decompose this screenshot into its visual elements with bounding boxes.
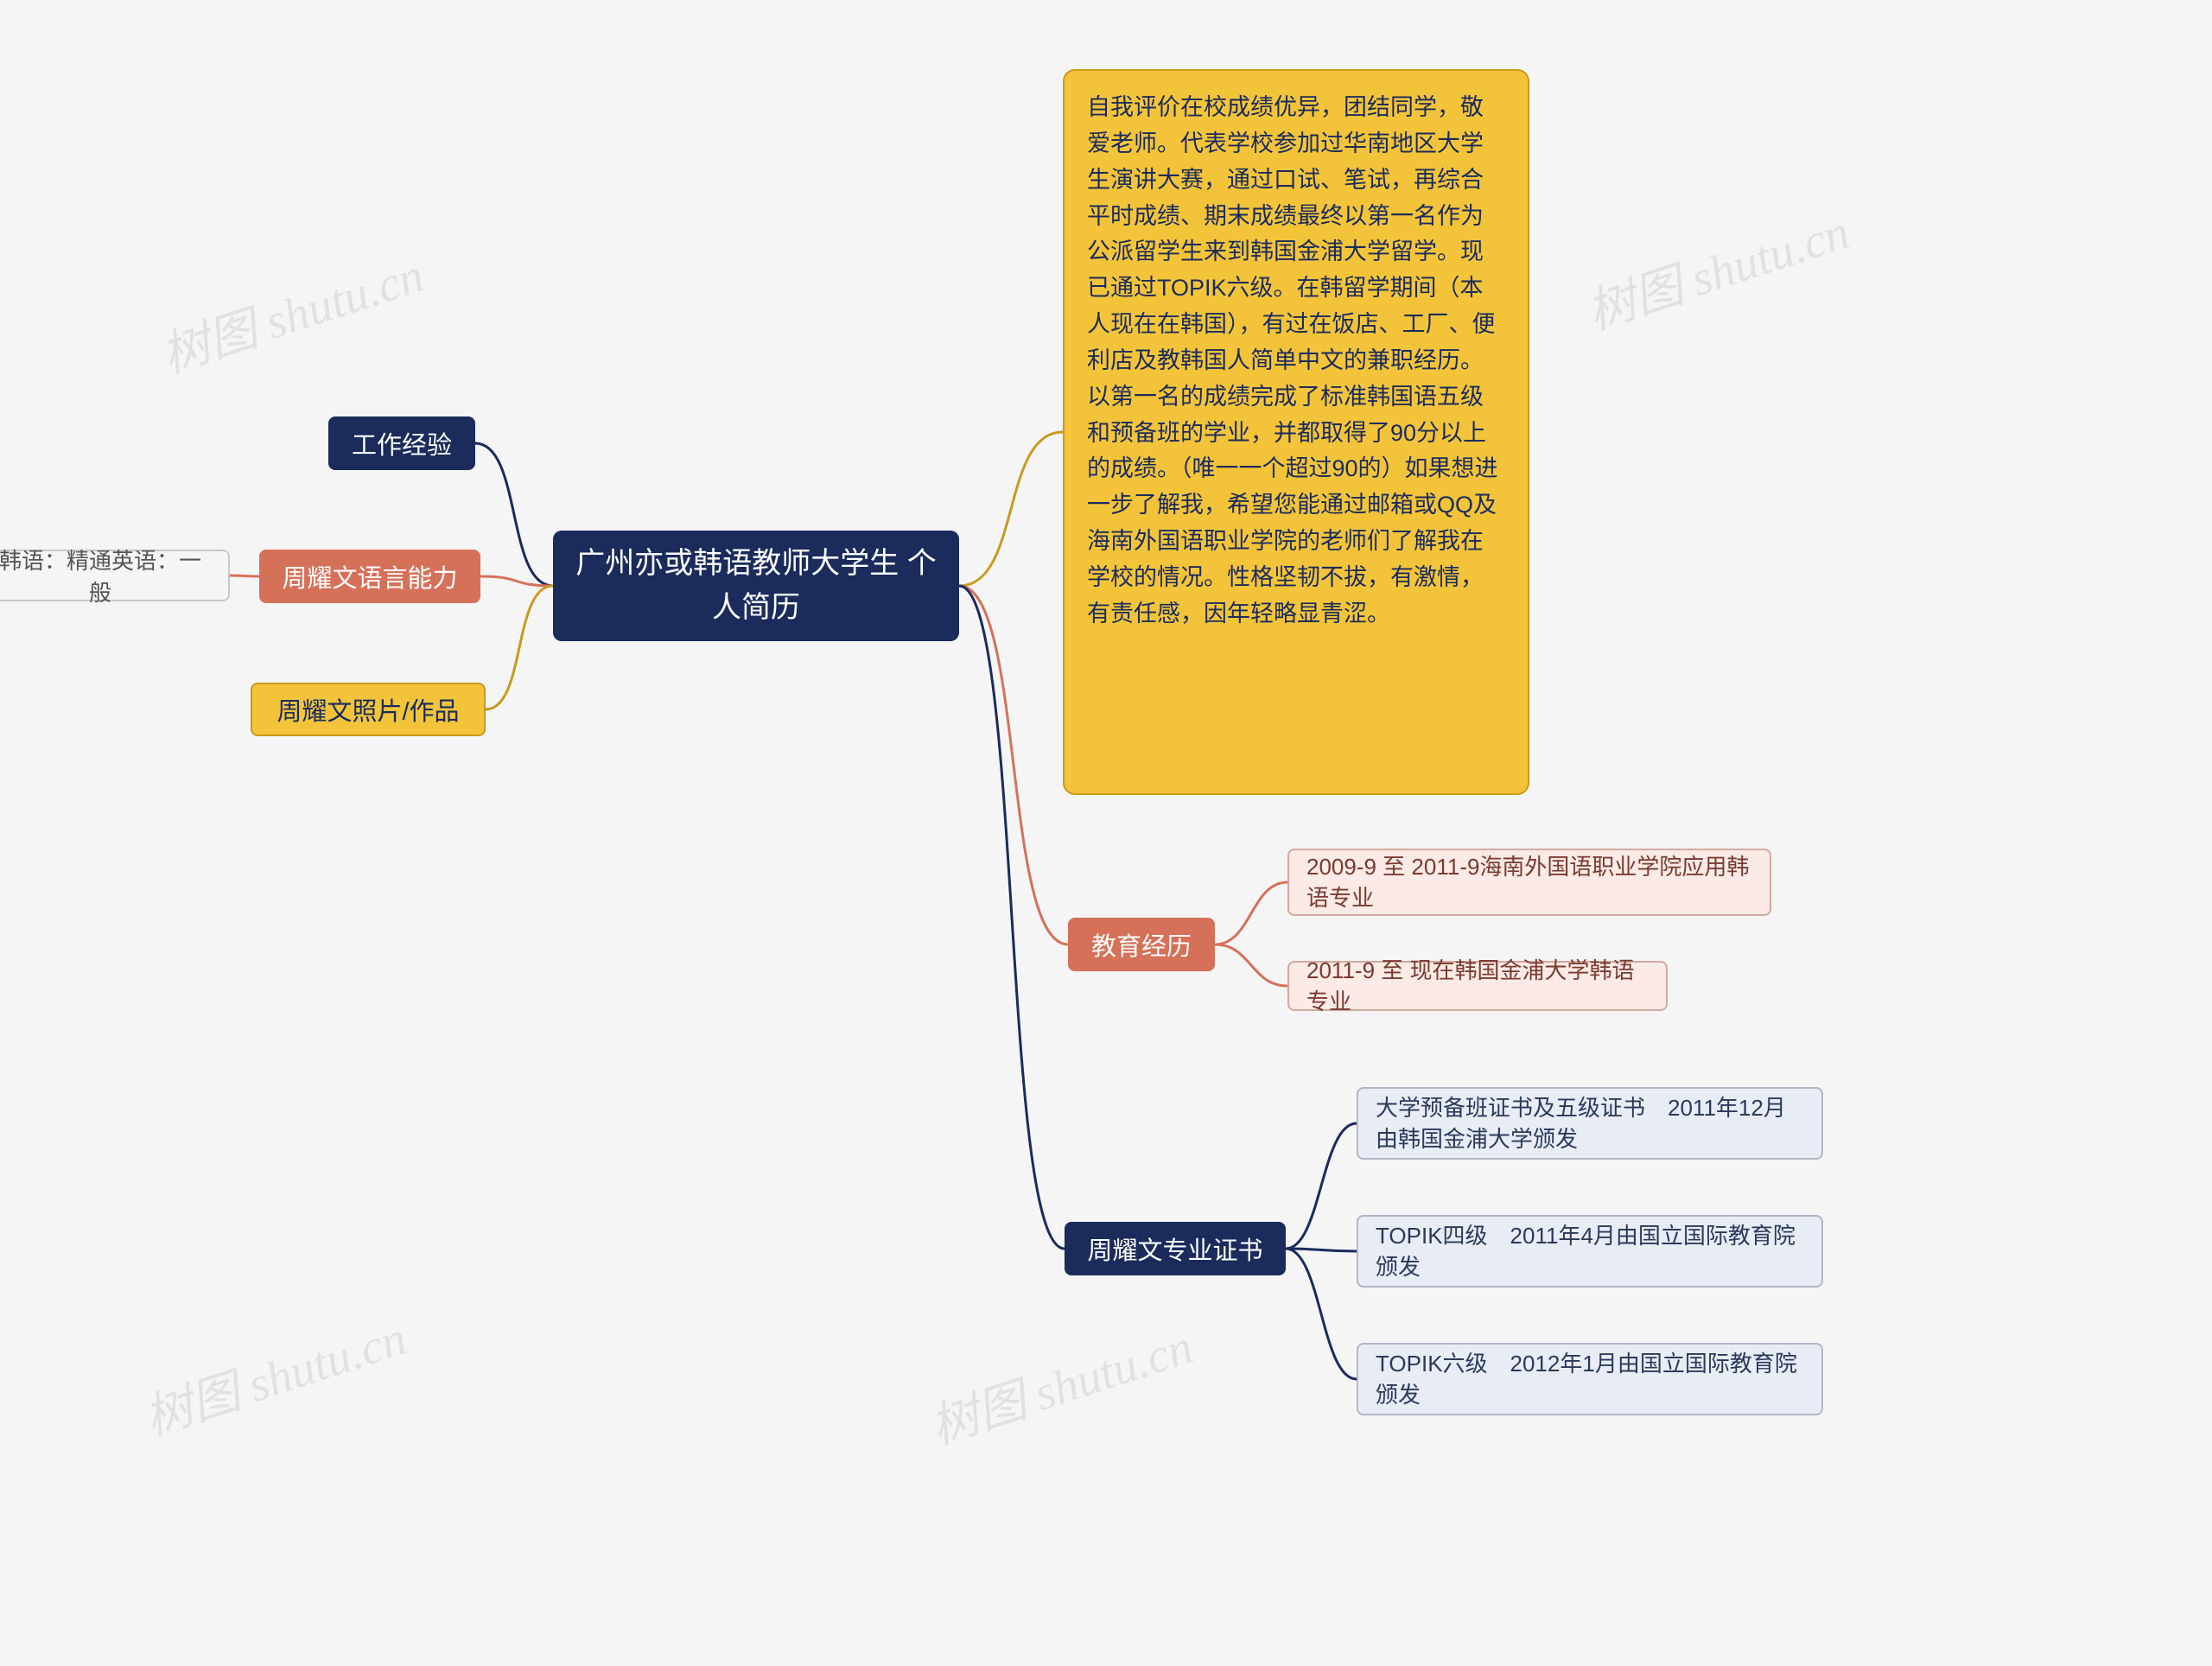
watermark-1: 树图 shutu.cn <box>1577 193 1857 343</box>
leaf-education-1[interactable]: 2011-9 至 现在韩国金浦大学韩语专业 <box>1287 961 1668 1011</box>
branch-photo[interactable]: 周耀文照片/作品 <box>251 683 486 736</box>
watermark-0: 树图 shutu.cn <box>151 236 431 386</box>
leaf-language-0[interactable]: 韩语：精通英语：一般 <box>0 550 230 601</box>
root-node[interactable]: 广州亦或韩语教师大学生 个人简历 <box>553 531 959 641</box>
leaf-certs-1[interactable]: TOPIK四级 2011年4月由国立国际教育院颁发 <box>1357 1215 1823 1288</box>
leaf-certs-0[interactable]: 大学预备班证书及五级证书 2011年12月由韩国金浦大学颁发 <box>1357 1087 1823 1160</box>
branch-education[interactable]: 教育经历 <box>1068 918 1215 971</box>
watermark-3: 树图 shutu.cn <box>920 1307 1200 1458</box>
leaf-certs-2[interactable]: TOPIK六级 2012年1月由国立国际教育院颁发 <box>1357 1343 1823 1415</box>
branch-certs[interactable]: 周耀文专业证书 <box>1065 1222 1286 1275</box>
leaf-education-0[interactable]: 2009-9 至 2011-9海南外国语职业学院应用韩语专业 <box>1287 849 1771 916</box>
branch-language[interactable]: 周耀文语言能力 <box>259 550 480 603</box>
watermark-2: 树图 shutu.cn <box>134 1299 414 1449</box>
branch-work[interactable]: 工作经验 <box>328 416 475 470</box>
branch-selfeval[interactable]: 自我评价在校成绩优异，团结同学，敬爱老师。代表学校参加过华南地区大学生演讲大赛，… <box>1063 69 1529 795</box>
